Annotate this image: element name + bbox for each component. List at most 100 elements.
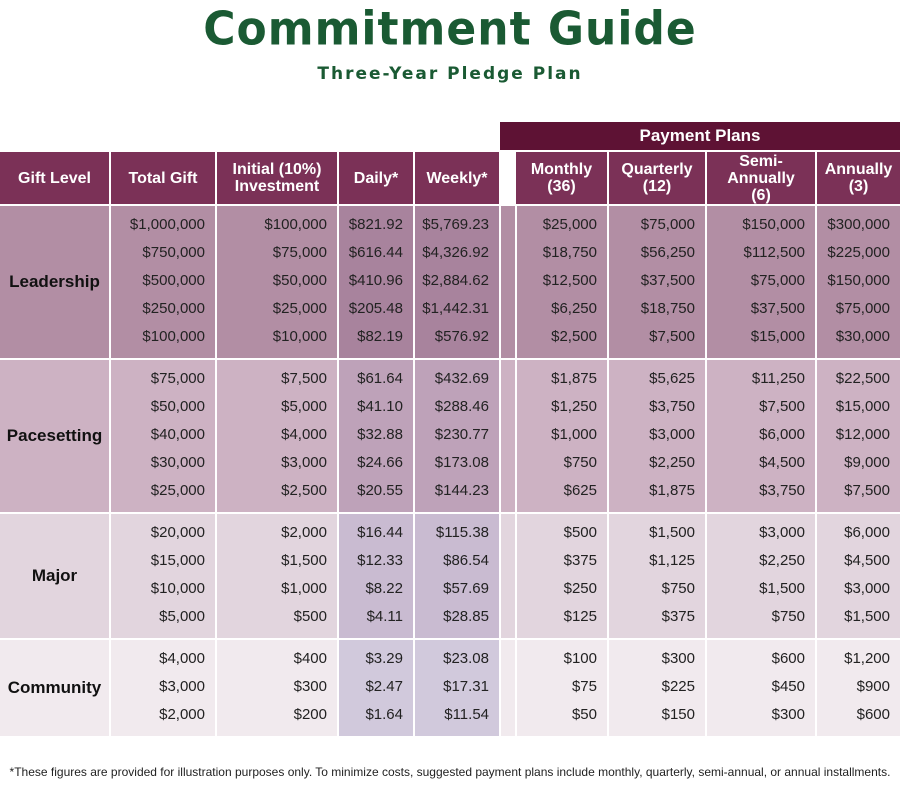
weekly-cell: $86.54 bbox=[414, 546, 501, 574]
initial-investment-cell: $2,500 bbox=[216, 476, 339, 513]
quarterly-cell: $225 bbox=[608, 672, 707, 700]
weekly-cell: $115.38 bbox=[414, 512, 501, 546]
initial-investment-cell: $100,000 bbox=[216, 204, 339, 238]
table-row: $750,000 $75,000 $616.44 $4,326.92 $18,750 $5… bbox=[0, 238, 900, 266]
total-gift-cell: $100,000 bbox=[110, 322, 217, 359]
quarterly-cell: $5,625 bbox=[608, 358, 707, 392]
daily-cell: $821.92 bbox=[338, 204, 415, 238]
monthly-cell: $75 bbox=[516, 672, 609, 700]
column-gap bbox=[500, 420, 517, 448]
semi-annually-cell: $150,000 bbox=[706, 204, 817, 238]
annually-cell: $900 bbox=[816, 672, 900, 700]
daily-cell: $41.10 bbox=[338, 392, 415, 420]
column-gap bbox=[500, 322, 517, 359]
initial-investment-cell: $3,000 bbox=[216, 448, 339, 476]
table-row: $40,000 $4,000 $32.88 $230.77 $1,000 $3,000 $6… bbox=[0, 420, 900, 448]
daily-cell: $8.22 bbox=[338, 574, 415, 602]
annually-cell: $9,000 bbox=[816, 448, 900, 476]
table-header-row: Gift Level Total Gift Initial (10%) Inves… bbox=[0, 152, 900, 205]
semi-annually-cell: $2,250 bbox=[706, 546, 817, 574]
semi-annually-cell: $4,500 bbox=[706, 448, 817, 476]
table-body: Leadership $1,000,000 $100,000 $821.92 $5,76… bbox=[0, 204, 900, 736]
semi-annually-cell: $3,750 bbox=[706, 476, 817, 513]
daily-cell: $1.64 bbox=[338, 700, 415, 736]
column-gap bbox=[500, 602, 517, 639]
annually-cell: $75,000 bbox=[816, 294, 900, 322]
monthly-cell: $1,000 bbox=[516, 420, 609, 448]
quarterly-cell: $750 bbox=[608, 574, 707, 602]
annually-cell: $30,000 bbox=[816, 322, 900, 359]
annually-cell: $4,500 bbox=[816, 546, 900, 574]
weekly-cell: $5,769.23 bbox=[414, 204, 501, 238]
monthly-cell: $750 bbox=[516, 448, 609, 476]
total-gift-cell: $4,000 bbox=[110, 638, 217, 672]
total-gift-cell: $2,000 bbox=[110, 700, 217, 736]
weekly-cell: $17.31 bbox=[414, 672, 501, 700]
semi-annually-cell: $1,500 bbox=[706, 574, 817, 602]
table-row: $30,000 $3,000 $24.66 $173.08 $750 $2,250 $4,5… bbox=[0, 448, 900, 476]
weekly-cell: $1,442.31 bbox=[414, 294, 501, 322]
weekly-cell: $4,326.92 bbox=[414, 238, 501, 266]
table-row: $250,000 $25,000 $205.48 $1,442.31 $6,250 $18… bbox=[0, 294, 900, 322]
quarterly-cell: $75,000 bbox=[608, 204, 707, 238]
weekly-cell: $144.23 bbox=[414, 476, 501, 513]
monthly-cell: $1,250 bbox=[516, 392, 609, 420]
header-quarterly: Quarterly (12) bbox=[608, 152, 707, 205]
daily-cell: $32.88 bbox=[338, 420, 415, 448]
annually-cell: $22,500 bbox=[816, 358, 900, 392]
table-row: $10,000 $1,000 $8.22 $57.69 $250 $750 $1,500 $3… bbox=[0, 574, 900, 602]
header-total-gift: Total Gift bbox=[110, 152, 217, 205]
weekly-cell: $57.69 bbox=[414, 574, 501, 602]
monthly-cell: $250 bbox=[516, 574, 609, 602]
monthly-cell: $125 bbox=[516, 602, 609, 639]
column-gap bbox=[500, 574, 517, 602]
column-gap bbox=[500, 294, 517, 322]
column-gap bbox=[500, 448, 517, 476]
annually-cell: $7,500 bbox=[816, 476, 900, 513]
total-gift-cell: $20,000 bbox=[110, 512, 217, 546]
column-gap bbox=[500, 700, 517, 736]
annually-cell: $15,000 bbox=[816, 392, 900, 420]
quarterly-cell: $7,500 bbox=[608, 322, 707, 359]
gift-level-label: Pacesetting bbox=[0, 358, 111, 513]
column-gap bbox=[500, 672, 517, 700]
quarterly-cell: $37,500 bbox=[608, 266, 707, 294]
total-gift-cell: $30,000 bbox=[110, 448, 217, 476]
table-row: Major $20,000 $2,000 $16.44 $115.38 $500 $1,50… bbox=[0, 512, 900, 639]
table-row: $3,000 $300 $2.47 $17.31 $75 $225 $450 $900 bbox=[0, 672, 900, 700]
footnote: *These figures are provided for illustra… bbox=[9, 765, 891, 779]
annually-cell: $225,000 bbox=[816, 238, 900, 266]
quarterly-cell: $300 bbox=[608, 638, 707, 672]
initial-investment-cell: $25,000 bbox=[216, 294, 339, 322]
column-gap bbox=[500, 266, 517, 294]
daily-cell: $616.44 bbox=[338, 238, 415, 266]
header-gift-level: Gift Level bbox=[0, 152, 111, 205]
initial-investment-cell: $7,500 bbox=[216, 358, 339, 392]
quarterly-cell: $1,125 bbox=[608, 546, 707, 574]
annually-cell: $3,000 bbox=[816, 574, 900, 602]
daily-cell: $12.33 bbox=[338, 546, 415, 574]
total-gift-cell: $3,000 bbox=[110, 672, 217, 700]
total-gift-cell: $50,000 bbox=[110, 392, 217, 420]
initial-investment-cell: $200 bbox=[216, 700, 339, 736]
daily-cell: $4.11 bbox=[338, 602, 415, 639]
total-gift-cell: $15,000 bbox=[110, 546, 217, 574]
weekly-cell: $288.46 bbox=[414, 392, 501, 420]
column-gap bbox=[500, 204, 517, 238]
header-gap bbox=[500, 152, 516, 205]
daily-cell: $410.96 bbox=[338, 266, 415, 294]
monthly-cell: $18,750 bbox=[516, 238, 609, 266]
annually-cell: $1,500 bbox=[816, 602, 900, 639]
column-gap bbox=[500, 638, 517, 672]
total-gift-cell: $25,000 bbox=[110, 476, 217, 513]
daily-cell: $16.44 bbox=[338, 512, 415, 546]
daily-cell: $3.29 bbox=[338, 638, 415, 672]
header-semi-annually: Semi-Annually (6) bbox=[706, 152, 817, 205]
semi-annually-cell: $300 bbox=[706, 700, 817, 736]
page-title: Commitment Guide bbox=[203, 2, 697, 57]
quarterly-cell: $2,250 bbox=[608, 448, 707, 476]
table-row: $25,000 $2,500 $20.55 $144.23 $625 $1,875 $3,7… bbox=[0, 476, 900, 513]
column-gap bbox=[500, 392, 517, 420]
gift-level-label: Major bbox=[0, 512, 111, 639]
column-gap bbox=[500, 358, 517, 392]
